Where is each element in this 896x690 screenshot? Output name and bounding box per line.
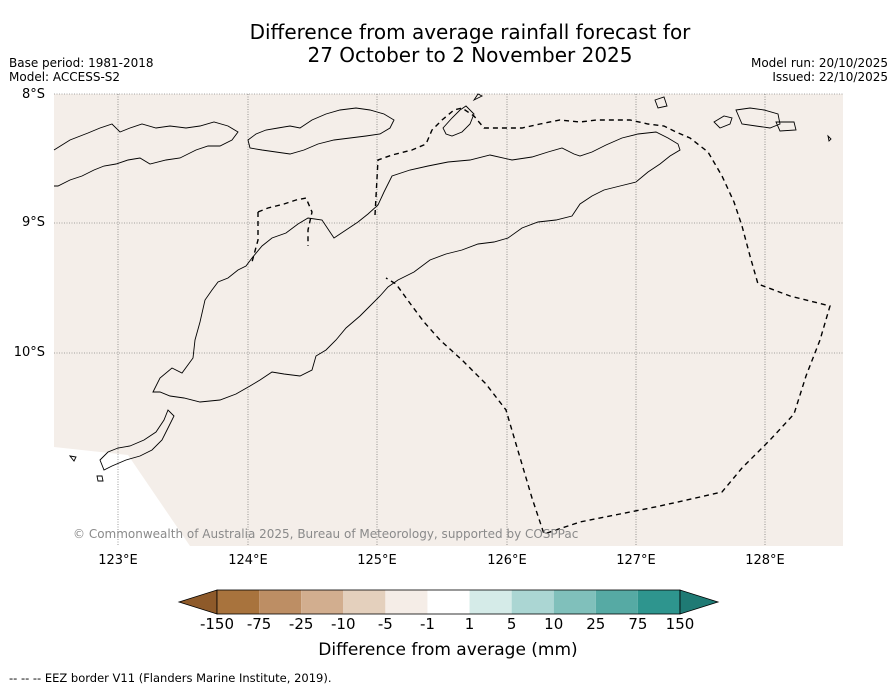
- lon-label-126e: 126°E: [487, 553, 527, 568]
- colorbar-segment: [553, 590, 596, 614]
- colorbar-tick-label: 1: [464, 615, 475, 633]
- colorbar-tick-label: 5: [506, 615, 517, 633]
- colorbar-tick-label: -1: [419, 615, 435, 633]
- rote-island-coastline: [99, 409, 175, 471]
- colorbar: [177, 589, 720, 615]
- model-run: Model run: 20/10/2025: [750, 56, 888, 70]
- colorbar-tick-label: -25: [288, 615, 314, 633]
- colorbar-segment: [301, 590, 344, 614]
- eez-legend-footer: -- -- -- EEZ border V11 (Flanders Marine…: [9, 671, 332, 685]
- north-islands-coastline-mid: [247, 107, 395, 155]
- title-line-2: 27 October to 2 November 2025: [307, 43, 633, 67]
- islet-coastline-4: [775, 121, 797, 132]
- eez-border-oecusse: [257, 197, 313, 246]
- model-name: Model: ACCESS-S2: [9, 70, 121, 84]
- issued-date: Issued: 22/10/2025: [772, 70, 888, 84]
- colorbar-tick-label: -150: [199, 615, 235, 633]
- colorbar-segment: [469, 590, 512, 614]
- islet-coastline-1: [654, 96, 668, 109]
- eez-border-main: [374, 107, 831, 535]
- colorbar-segment: [217, 590, 260, 614]
- colorbar-segment: [259, 590, 302, 614]
- colorbar-tick-label: -75: [246, 615, 272, 633]
- colorbar-segment: [511, 590, 554, 614]
- gridlines: [54, 93, 843, 546]
- colorbar-segment: [595, 590, 638, 614]
- colorbar-tick-label: -5: [377, 615, 393, 633]
- colorbar-label: Difference from average (mm): [318, 640, 578, 660]
- colorbar-over-arrow: [679, 589, 720, 615]
- meta-left: Base period: 1981-2018 Model: ACCESS-S2: [9, 56, 154, 84]
- islet-coastline-3: [735, 107, 781, 129]
- copyright-notice: © Commonwealth of Australia 2025, Bureau…: [73, 527, 579, 541]
- lon-label-125e: 125°E: [357, 553, 397, 568]
- map-background: [54, 94, 843, 546]
- colorbar-segment: [343, 590, 386, 614]
- no-data-region: [54, 447, 190, 546]
- colorbar-segment: [427, 590, 470, 614]
- lat-label-8s: 8°S: [21, 87, 45, 102]
- base-period: Base period: 1981-2018: [9, 56, 154, 70]
- islet-coastline-5: [472, 93, 484, 102]
- title-line-1: Difference from average rainfall forecas…: [249, 20, 691, 44]
- timor-island-coastline: [152, 131, 681, 403]
- eez-borders: [251, 107, 831, 535]
- colorbar-under-arrow: [177, 589, 218, 615]
- lon-label-127e: 127°E: [616, 553, 656, 568]
- lat-label-9s: 9°S: [21, 215, 45, 230]
- lon-label-124e: 124°E: [228, 553, 268, 568]
- meta-right: Model run: 20/10/2025 Issued: 22/10/2025: [751, 56, 888, 84]
- north-islands-coastline-west: [53, 121, 239, 187]
- colorbar-tick-label: -10: [331, 615, 356, 633]
- colorbar-segment: [385, 590, 428, 614]
- sawu-islet-coastline-2: [68, 455, 77, 462]
- colorbar-tick-label: 10: [544, 615, 564, 633]
- sawu-islet-coastline: [96, 475, 104, 482]
- small-islet-coastline: [827, 134, 832, 142]
- islet-coastline-2: [713, 115, 733, 129]
- lon-label-123e: 123°E: [98, 553, 138, 568]
- coastlines: [53, 93, 832, 482]
- colorbar-tick-label: 150: [665, 615, 695, 633]
- lat-label-10s: 10°S: [13, 345, 45, 360]
- eez-border-oecusse-2: [251, 212, 259, 263]
- wetar-island-coastline: [442, 105, 475, 137]
- colorbar-tick-label: 25: [586, 615, 606, 633]
- colorbar-tick-label: 75: [628, 615, 648, 633]
- colorbar-segment: [637, 590, 680, 614]
- lon-label-128e: 128°E: [745, 553, 785, 568]
